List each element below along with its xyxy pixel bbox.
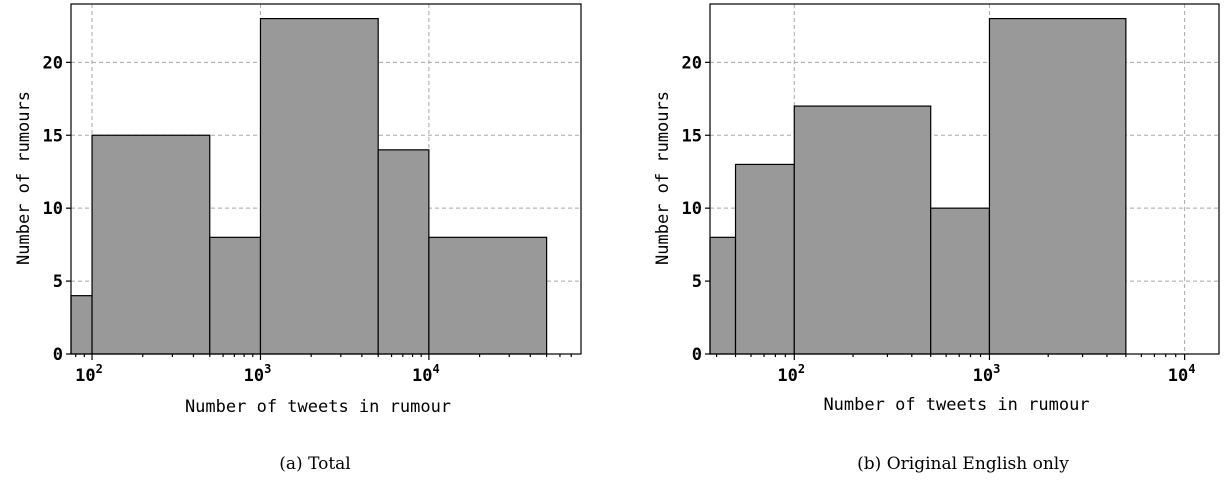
x-axis-label: Number of tweets in rumour [823,395,1089,415]
histogram-total: 0 5 10 15 20 102 103 104 Number of tweets in rum… [14,3,582,417]
histogram-bar [793,105,932,355]
x-tick-label: 103 [973,362,1001,386]
histogram-bar [377,149,430,355]
plot-frame [709,3,1220,355]
y-tick-label: 0 [692,345,702,365]
y-axis-label: Number of rumours [14,91,34,265]
y-tick-label: 15 [682,126,702,146]
histogram-bar [428,236,548,355]
caption-b: (b) Original English only [857,454,1069,474]
histogram-bar [734,163,795,355]
y-tick-label: 5 [53,272,63,292]
histogram-bar [930,207,991,355]
y-tick-label: 10 [682,199,702,219]
y-tick-label: 10 [43,199,63,219]
histogram-bar [91,134,211,355]
histogram-bar [709,236,737,355]
y-tick-label: 5 [692,272,702,292]
x-tick-label: 103 [244,362,272,386]
histogram-bar [259,17,379,355]
caption-a: (a) Total [279,454,350,474]
plot-frame [70,3,582,355]
y-tick-label: 20 [43,53,63,73]
y-tick-label: 0 [53,345,63,365]
y-axis-label: Number of rumours [653,91,673,265]
x-tick-label: 104 [412,362,440,386]
histogram-english-only: 0 5 10 15 20 102 103 104 Number of tweets in rum… [653,3,1220,415]
x-tick-label: 104 [1168,362,1196,386]
x-tick-label: 102 [777,362,805,386]
y-tick-label: 20 [682,53,702,73]
histogram-bar [988,17,1127,355]
y-tick-label: 15 [43,126,63,146]
histogram-bar [70,295,93,355]
x-tick-label: 102 [75,362,103,386]
x-axis-label: Number of tweets in rumour [185,397,451,417]
histogram-bar [209,236,262,355]
